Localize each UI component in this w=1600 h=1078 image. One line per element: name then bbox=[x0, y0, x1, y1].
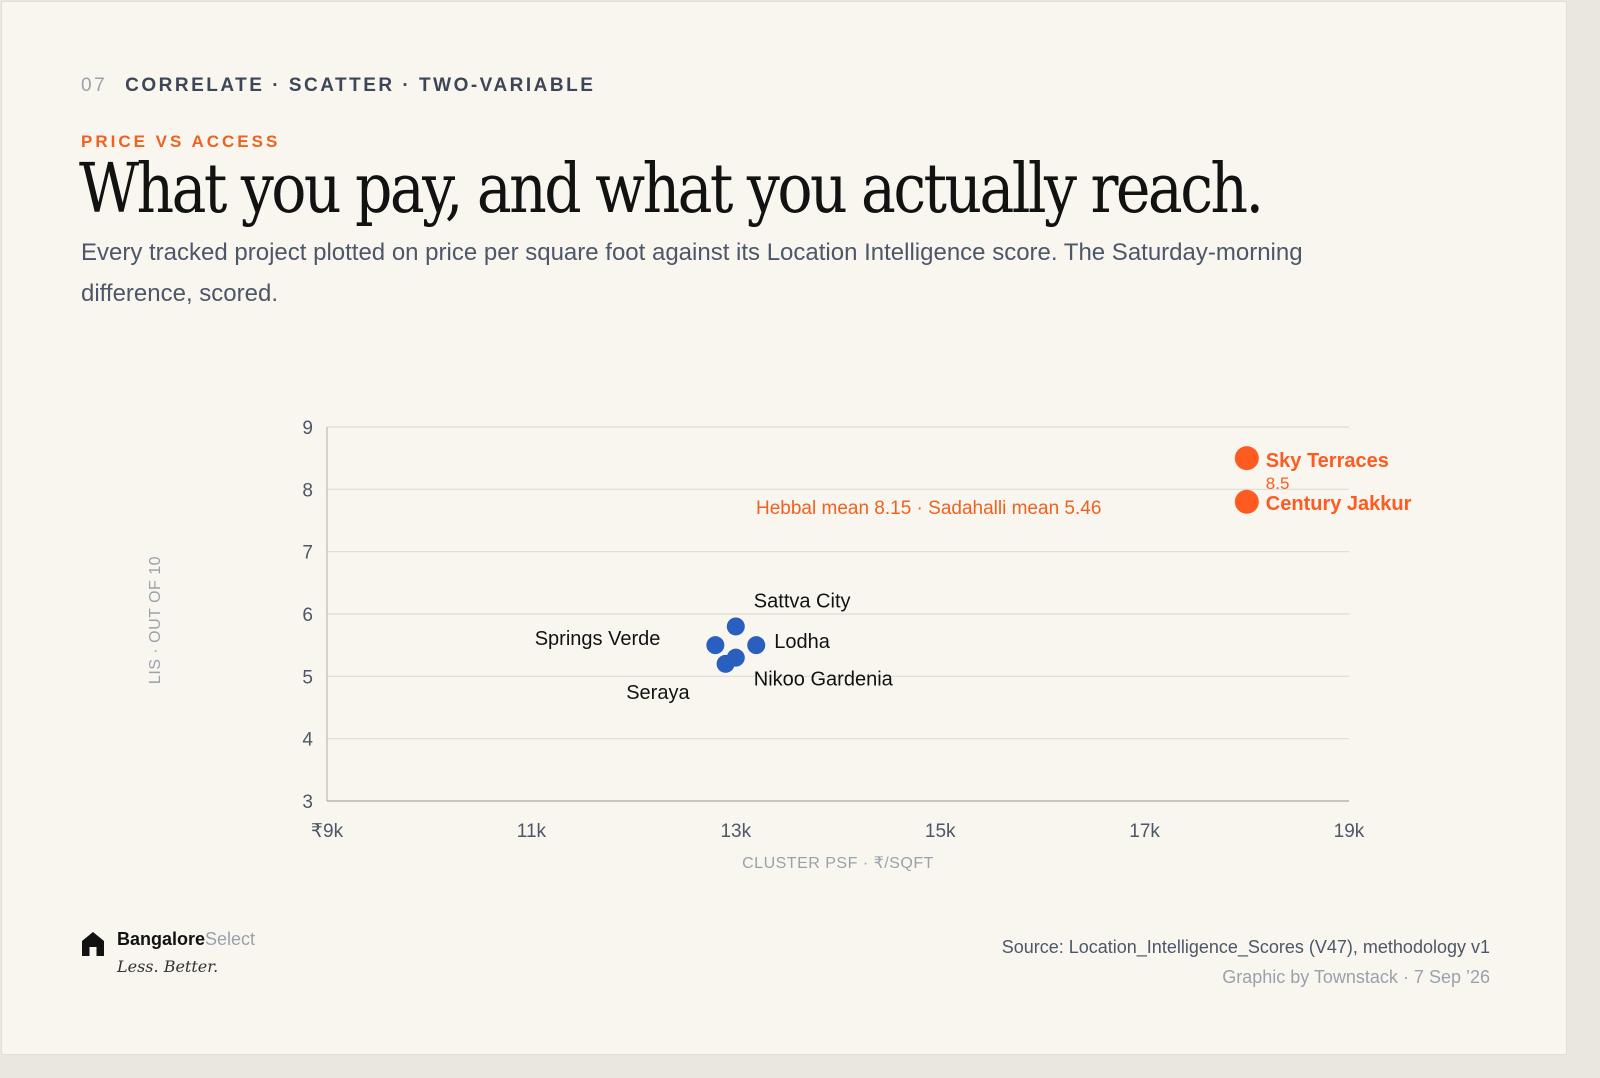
chart-card: 07 CORRELATE · SCATTER · TWO-VARIABLE PRI… bbox=[1, 1, 1567, 1055]
data-point bbox=[716, 654, 735, 673]
page-title: What you pay, and what you actually reac… bbox=[79, 150, 1264, 229]
mean-annotation: Hebbal mean 8.15 · Sadahalli mean 5.46 bbox=[756, 498, 1101, 519]
data-point-label: Century Jakkur bbox=[1266, 493, 1412, 515]
y-axis-title: LIS · OUT OF 10 bbox=[147, 556, 164, 684]
kicker: PRICE VS ACCESS bbox=[81, 132, 281, 151]
data-point-label: Lodha bbox=[774, 631, 830, 653]
house-logo-icon bbox=[82, 932, 104, 956]
brand-name-suffix: Select bbox=[205, 929, 256, 949]
x-tick-label: 17k bbox=[1129, 821, 1160, 842]
y-tick-label: 7 bbox=[302, 543, 313, 564]
y-tick-label: 8 bbox=[302, 480, 313, 501]
x-tick-label: ₹9k bbox=[311, 821, 344, 842]
y-tick-label: 9 bbox=[302, 418, 313, 439]
y-tick-label: 3 bbox=[302, 792, 313, 813]
subtitle: Every tracked project plotted on price p… bbox=[81, 239, 1303, 307]
y-tick-label: 5 bbox=[302, 667, 313, 688]
data-point-label: Nikoo Gardenia bbox=[754, 669, 894, 691]
section-label: CORRELATE · SCATTER · TWO-VARIABLE bbox=[125, 75, 596, 96]
brand-name: BangaloreSelect bbox=[117, 929, 255, 950]
data-point bbox=[1234, 446, 1259, 471]
y-tick-label: 6 bbox=[302, 605, 313, 626]
scatter-chart: 3 4 5 6 7 8 9 ₹9k 11k 13k 15k 17k 19k CLUSTER PSF · ₹… bbox=[147, 418, 1412, 872]
x-tick-label: 13k bbox=[720, 821, 751, 842]
data-point bbox=[706, 636, 725, 655]
source-block: Source: Location_Intelligence_Scores (V4… bbox=[1002, 932, 1490, 992]
data-point-label: Springs Verde bbox=[535, 628, 661, 650]
brand-name-main: Bangalore bbox=[117, 929, 206, 949]
brand-tagline: Less. Better. bbox=[117, 957, 219, 976]
data-value-label: 8.5 bbox=[1266, 474, 1290, 493]
source-text: Source: Location_Intelligence_Scores (V4… bbox=[1001, 937, 1490, 957]
section-number: 07 bbox=[81, 75, 108, 96]
section-eyebrow: 07 CORRELATE · SCATTER · TWO-VARIABLE bbox=[81, 75, 595, 97]
y-tick-label: 4 bbox=[302, 730, 313, 751]
credit-text: Graphic by Townstack · 7 Sep ’26 bbox=[1222, 967, 1490, 987]
x-axis-title: CLUSTER PSF · ₹/SQFT bbox=[742, 855, 934, 872]
data-point-label: Seraya bbox=[626, 682, 690, 704]
data-point bbox=[726, 617, 745, 636]
x-tick-label: 15k bbox=[925, 821, 956, 842]
data-point-label: Sky Terraces bbox=[1266, 450, 1389, 472]
data-point-label: Sattva City bbox=[754, 590, 851, 612]
x-tick-label: 19k bbox=[1334, 821, 1365, 842]
data-point bbox=[747, 636, 766, 655]
x-tick-label: 11k bbox=[517, 821, 547, 842]
data-point bbox=[1234, 489, 1259, 514]
